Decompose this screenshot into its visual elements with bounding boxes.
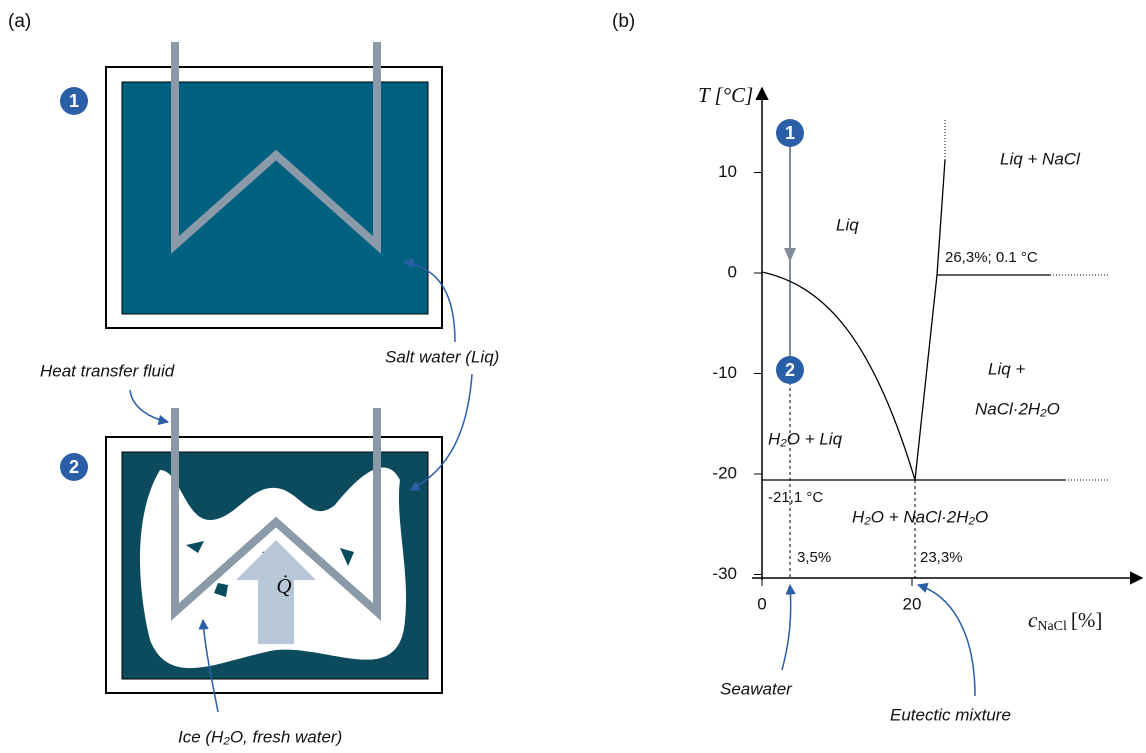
x-axis-unit: [%] xyxy=(1071,608,1102,632)
y-tick-label: 0 xyxy=(728,262,737,281)
x-axis-subscript: NaCl xyxy=(1037,619,1067,634)
panel-label: (b) xyxy=(612,11,635,32)
point-label: 3,5% xyxy=(797,549,831,566)
y-tick-label: -20 xyxy=(712,463,737,482)
panel-label: (a) xyxy=(8,11,31,32)
region-label: Liq + NaCl xyxy=(1000,149,1081,168)
region-label: Liq xyxy=(836,215,859,234)
y-axis-text: T [°C] xyxy=(698,83,753,107)
ticks: 10 0 -10 -20 -30 0 20 xyxy=(712,162,921,614)
pointer xyxy=(918,585,975,696)
point-label: 26,3%; 0.1 °C xyxy=(945,249,1038,266)
state-number: 2 xyxy=(69,457,79,477)
heat-flow-label: Q̇ xyxy=(276,574,291,598)
annotation: Heat transfer fluid xyxy=(40,361,175,380)
figure: (a) 1 Q̇ 2 Heat transfer fluid Salt wate… xyxy=(0,0,1146,753)
salt-water xyxy=(122,82,428,314)
y-tick-label: 10 xyxy=(718,162,737,181)
pointer xyxy=(130,390,168,422)
region-label: H₂O + Liq xyxy=(768,429,843,448)
state-number: 1 xyxy=(69,91,79,111)
y-tick-label: -10 xyxy=(712,363,737,382)
state-number: 2 xyxy=(785,360,795,380)
annotation: Eutectic mixture xyxy=(890,705,1011,724)
annotation: Seawater xyxy=(720,679,793,698)
cooling-arrowhead xyxy=(784,248,796,262)
liquidus-salt xyxy=(915,160,945,480)
annotation: Salt water (Liq) xyxy=(385,347,499,366)
annotation: Ice (H₂O, fresh water) xyxy=(178,727,342,746)
region-label: Liq + xyxy=(988,359,1025,378)
region-label: H₂O + NaCl·2H₂O xyxy=(852,507,988,526)
y-axis-label: T [°C] xyxy=(698,83,753,107)
point-label: -21,1 °C xyxy=(768,489,823,506)
x-tick-label: 20 xyxy=(903,594,922,613)
pointer xyxy=(782,585,791,670)
point-label: 23,3% xyxy=(920,549,963,566)
state-number: 1 xyxy=(785,123,795,143)
y-tick-label: -30 xyxy=(712,564,737,583)
x-axis-label: cNaCl[%] xyxy=(1028,608,1102,634)
region-label: NaCl·2H₂O xyxy=(975,399,1060,418)
x-tick-label: 0 xyxy=(757,594,766,613)
